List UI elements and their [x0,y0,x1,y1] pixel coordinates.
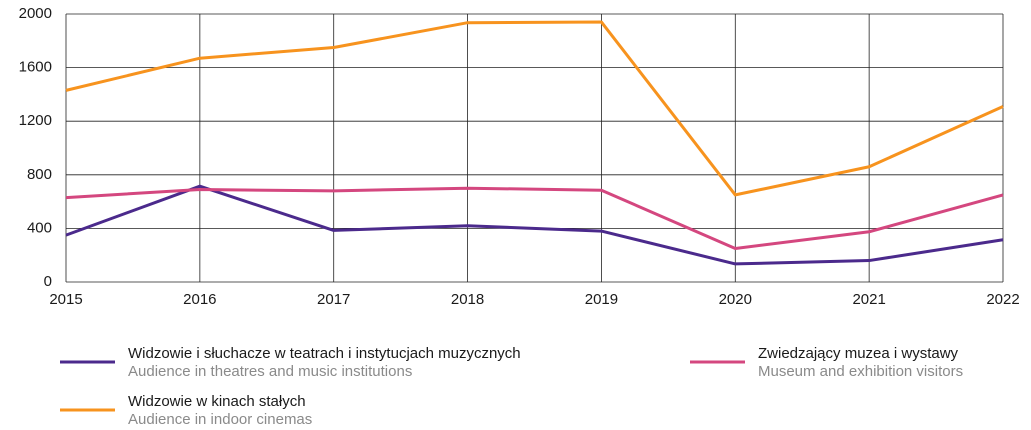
legend-label-en: Museum and exhibition visitors [758,363,963,380]
x-tick-label: 2018 [451,291,484,308]
x-tick-label: 2022 [986,291,1019,308]
y-tick-label: 2000 [19,5,52,22]
x-tick-label: 2019 [585,291,618,308]
series-line [65,184,1004,266]
x-tick-label: 2020 [719,291,752,308]
y-tick-label: 0 [44,273,52,290]
legend-label: Widzowie w kinach stałych [128,393,306,410]
x-tick-label: 2015 [49,291,82,308]
y-tick-label: 1600 [19,59,52,76]
legend-label-en: Audience in theatres and music instituti… [128,363,412,380]
x-tick-label: 2021 [852,291,885,308]
legend-label: Widzowie i słuchacze w teatrach i instyt… [128,345,521,362]
y-tick-label: 1200 [19,112,52,129]
x-tick-label: 2016 [183,291,216,308]
y-tick-label: 800 [27,166,52,183]
series-line [65,20,1004,197]
x-tick-label: 2017 [317,291,350,308]
series-line [65,186,1004,250]
y-tick-label: 400 [27,219,52,236]
legend-label: Zwiedzający muzea i wystawy [758,345,959,362]
legend-label-en: Audience in indoor cinemas [128,411,312,428]
